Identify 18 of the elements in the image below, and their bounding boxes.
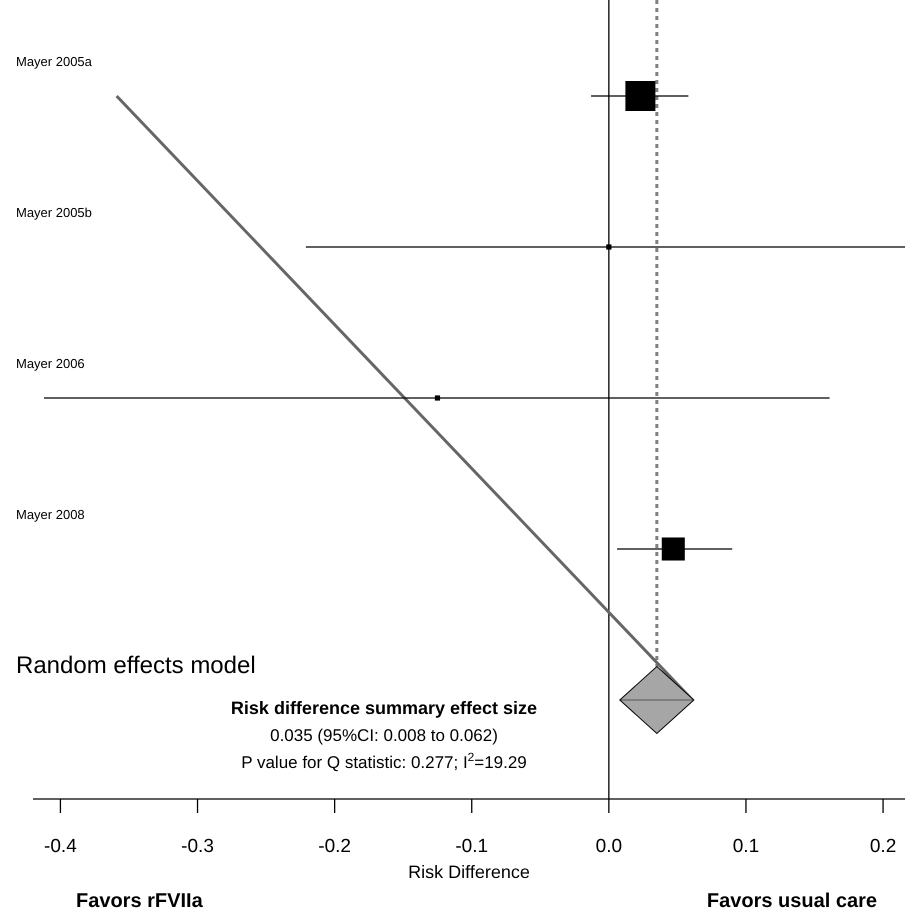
x-tick-label: -0.1	[455, 836, 488, 857]
y-tick-label: Mayer 2008	[16, 507, 85, 522]
annotation: Risk difference summary effect size	[230, 698, 538, 718]
y-tick-label: Mayer 2005b	[16, 205, 92, 220]
x-axis-title: Risk Difference	[408, 862, 530, 882]
text: Favors usual care	[706, 890, 877, 911]
x-tick-label: 0.0	[596, 836, 622, 857]
x-tick-label: 0.1	[732, 836, 760, 857]
y-tick-label: Mayer 2005a	[16, 54, 93, 69]
x-tick-label: -0.3	[181, 836, 214, 857]
y-tick-label: Mayer 2006	[16, 356, 85, 371]
text: Favors rFVIIa	[76, 890, 204, 911]
x-tick-label: -0.4	[44, 836, 78, 857]
annotation: P value for Q statistic: 0.277; I$^{2}$=19.29	[241, 750, 527, 772]
x-tick-label: 0.2	[870, 836, 896, 857]
y-tick-label: Random effects model	[16, 652, 256, 679]
annotation: 0.035 (95%CI: 0.008 to 0.062)	[270, 726, 498, 745]
x-tick-label: -0.2	[318, 836, 352, 857]
